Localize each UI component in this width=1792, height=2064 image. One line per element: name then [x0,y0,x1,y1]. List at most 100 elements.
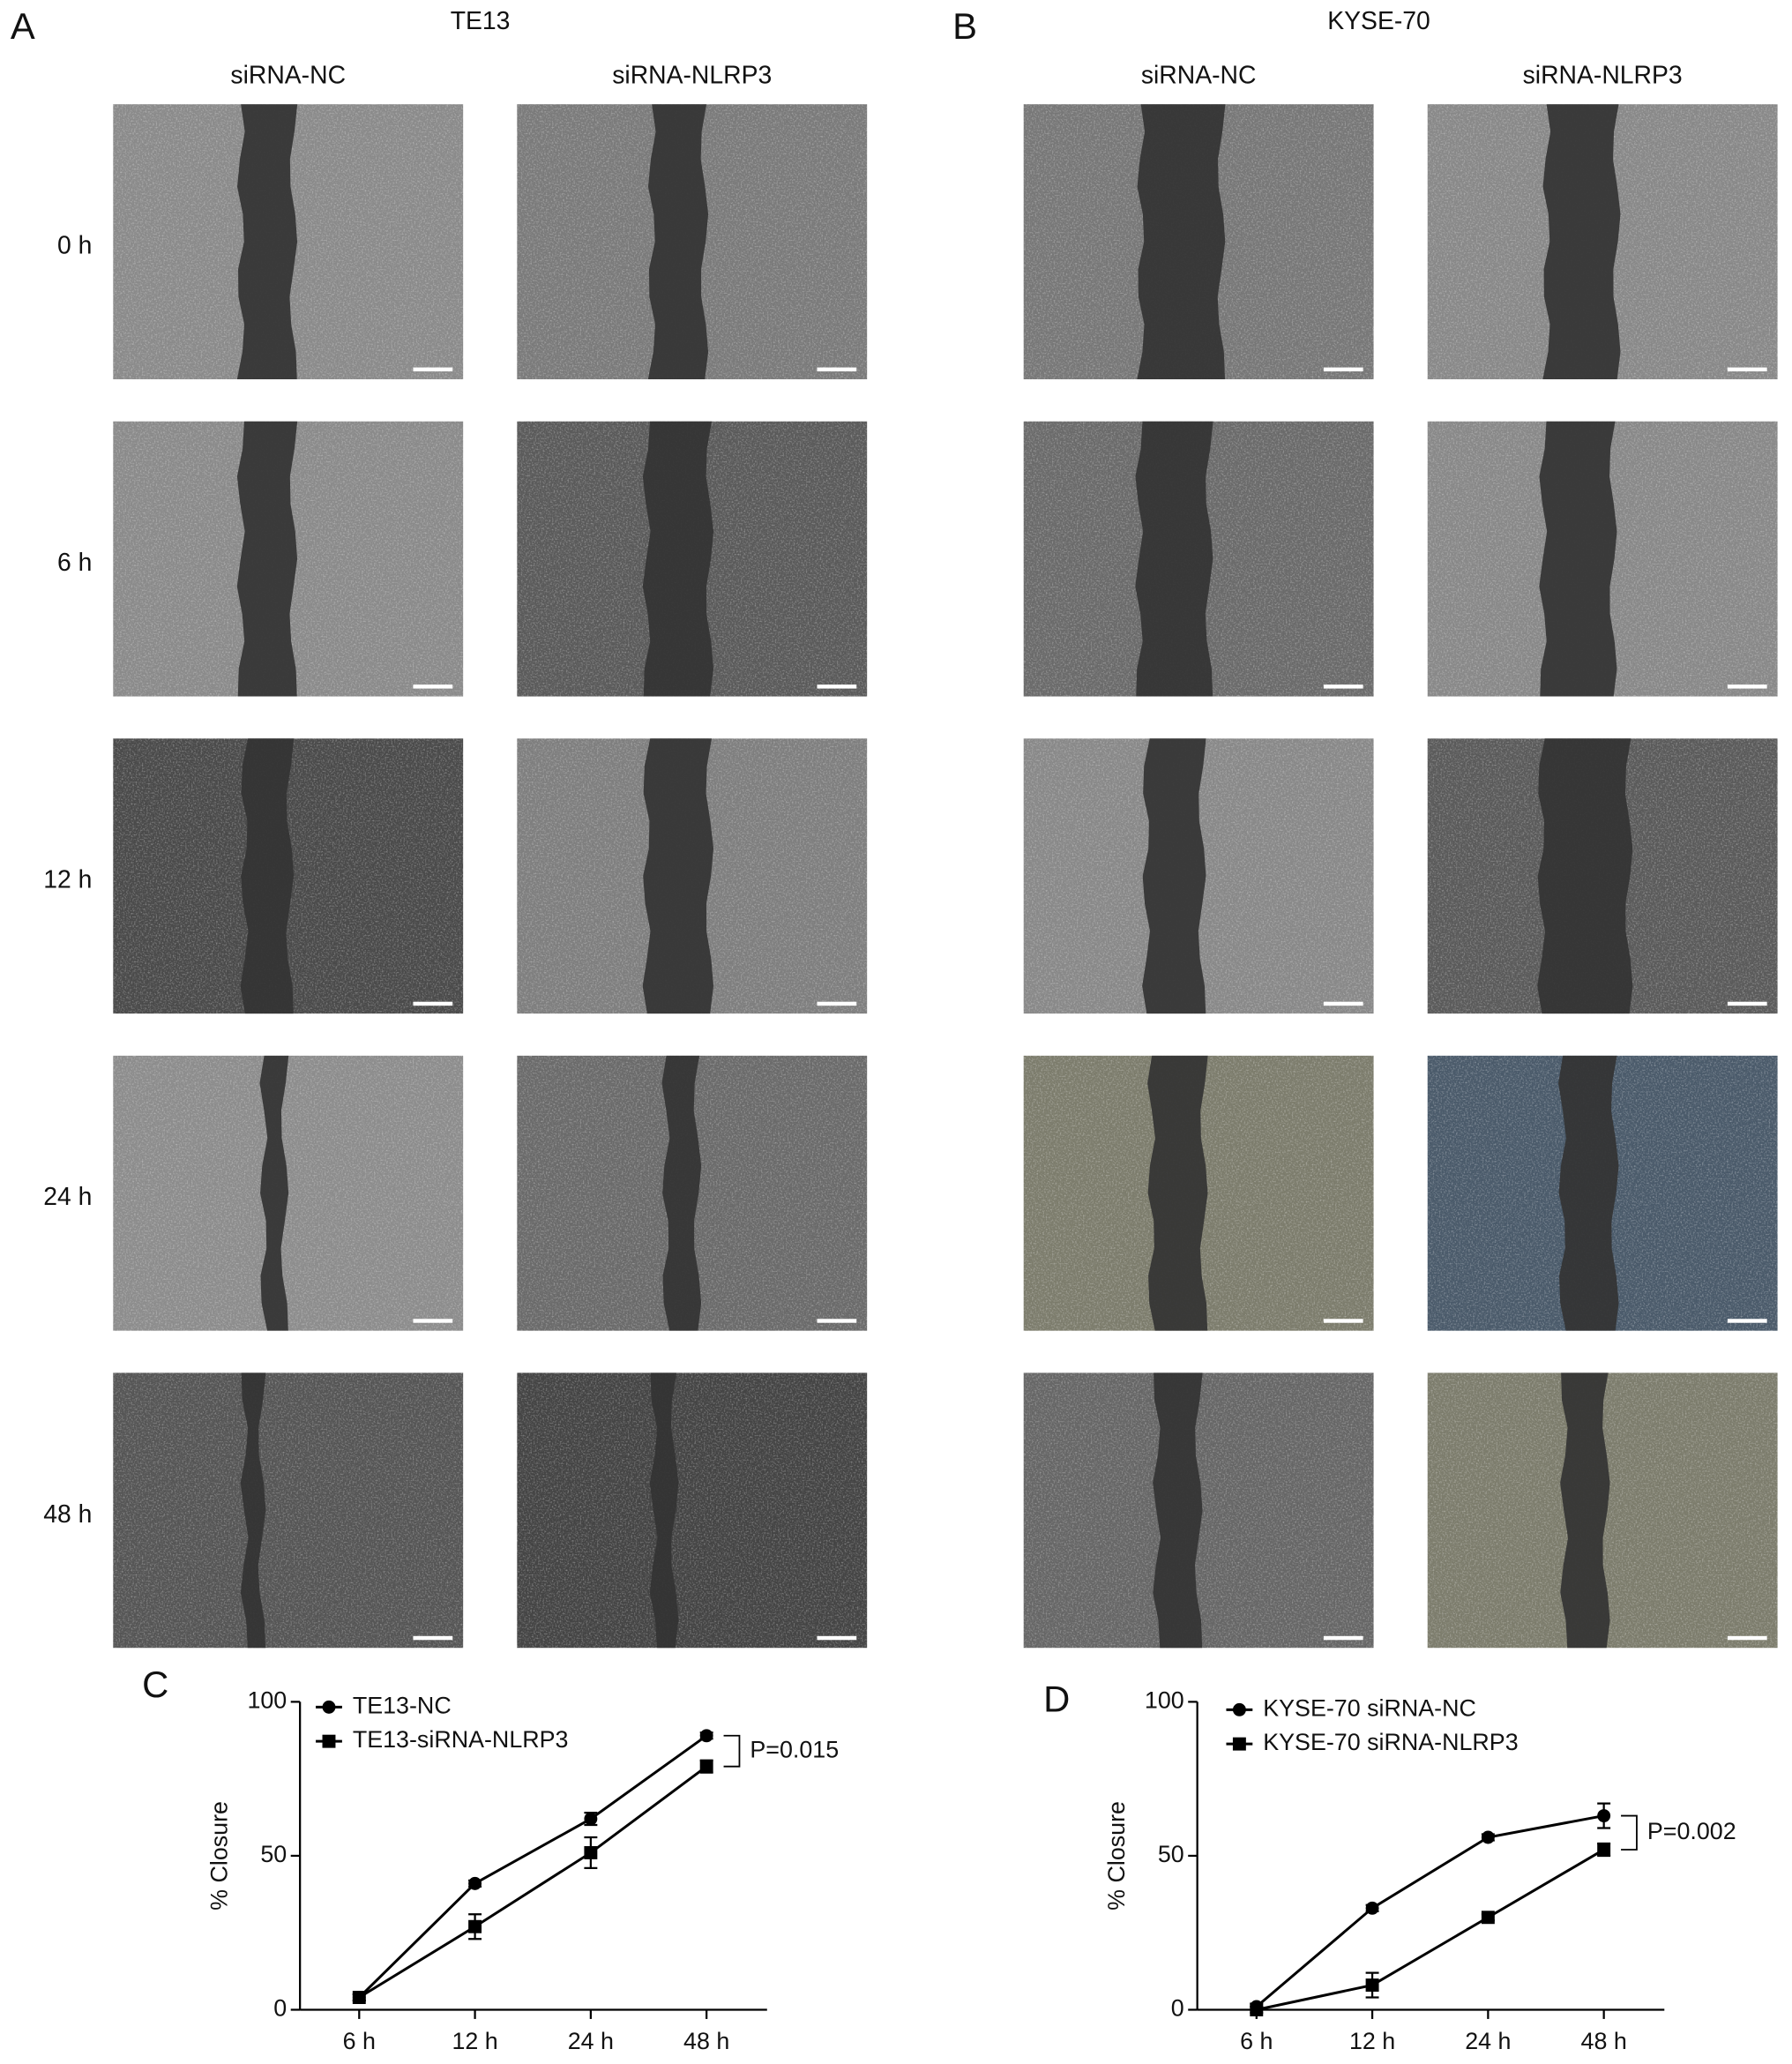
wound-gap [240,738,295,1014]
series-line [358,1765,708,1999]
y-tick-label: 0 [1171,1995,1184,2022]
scale-bar [413,684,453,689]
micrograph [1023,1372,1374,1649]
point [699,1760,713,1774]
wound-gap [1558,1055,1619,1331]
y-tick-label: 50 [1158,1841,1184,1867]
scale-bar [1323,1319,1363,1323]
y-axis-label: % Closure [206,1801,233,1911]
micrograph [1427,1372,1778,1649]
point [584,1812,598,1826]
wound-gap [1542,104,1621,380]
x-tick-label: 24 h [1465,2028,1511,2054]
y-axis-label: % Closure [1103,1801,1130,1911]
scale-bar [1323,1635,1363,1641]
x-tick-label: 48 h [1581,2028,1627,2054]
point [1365,1978,1379,1993]
scale-bar [1727,367,1767,372]
panel-letter: C [142,1664,168,1705]
panel-letter: B [952,5,977,47]
wound-gap [1153,1372,1203,1649]
legend-label: KYSE-70 siRNA-NLRP3 [1263,1729,1518,1755]
wound-gap [1560,1372,1610,1649]
scale-bar [1727,1635,1767,1641]
y-tick-label: 100 [247,1686,287,1713]
scale-bar [1323,1001,1363,1006]
significance-bracket [1621,1814,1638,1851]
point [468,1919,482,1933]
row-label: 48 h [43,1500,92,1529]
point [1250,2003,1264,2016]
cell-texture [113,1372,464,1649]
micrograph [1023,421,1374,697]
scale-bar [1727,684,1767,689]
panel-letter: D [1043,1678,1070,1719]
wound-gap [642,738,714,1014]
wound-gap [259,1055,289,1331]
wound-gap [1135,421,1213,697]
micrograph [1023,1055,1374,1331]
x-tick-label: 6 h [343,2028,376,2054]
legend-marker [322,1734,336,1748]
scale-bar [413,1635,453,1641]
wound-gap [240,1372,266,1649]
scale-bar [1323,367,1363,372]
wound-gap [1137,104,1226,380]
point [1597,1809,1611,1823]
p-value: P=0.002 [1647,1818,1736,1844]
panel-title: KYSE-70 [1327,7,1430,35]
wound-gap [647,104,709,380]
micrograph [517,1055,868,1331]
wound-gap [661,1055,702,1331]
wound-gap [236,421,298,697]
micrograph [1427,421,1778,697]
micrograph [1427,104,1778,380]
point [468,1876,482,1890]
micrograph [113,738,464,1014]
wound-gap [1539,421,1617,697]
scale-bar [817,367,857,372]
point [1481,1830,1495,1844]
wound-gap [649,1372,679,1649]
y-tick-label: 50 [260,1841,287,1867]
micrograph [1427,738,1778,1014]
row-label: 0 h [57,232,92,260]
row-label: 12 h [43,866,92,894]
x-tick-label: 24 h [568,2028,614,2054]
row-label: 6 h [57,549,92,577]
legend-label: TE13-siRNA-NLRP3 [353,1726,569,1753]
y-tick-label: 100 [1145,1686,1184,1713]
scale-bar [817,1635,857,1641]
scale-bar [1727,1319,1767,1323]
micrograph [517,421,868,697]
x-tick-label: 6 h [1240,2028,1273,2054]
wound-gap [1142,738,1206,1014]
micrograph [1023,738,1374,1014]
row-label: 24 h [43,1183,92,1211]
micrograph [517,738,868,1014]
micrograph [113,1372,464,1649]
point [1365,1901,1379,1915]
panel-letter: A [11,5,35,47]
wound-gap [1147,1055,1208,1331]
wound-gap [1537,738,1633,1014]
column-label: siRNA-NC [1141,61,1257,89]
micrograph [113,421,464,697]
scale-bar [817,684,857,689]
scale-bar [1323,684,1363,689]
series-line [1256,1848,1605,2011]
point [1597,1843,1611,1857]
series-line [358,1734,708,1999]
cell-texture [517,1372,868,1649]
micrograph [1023,104,1374,380]
wound-gap [236,104,298,380]
legend-label: TE13-NC [353,1692,452,1718]
micrograph [517,104,868,380]
legend-marker [1232,1737,1246,1751]
scale-bar [1727,1001,1767,1006]
micrograph [113,104,464,380]
scale-bar [413,367,453,372]
